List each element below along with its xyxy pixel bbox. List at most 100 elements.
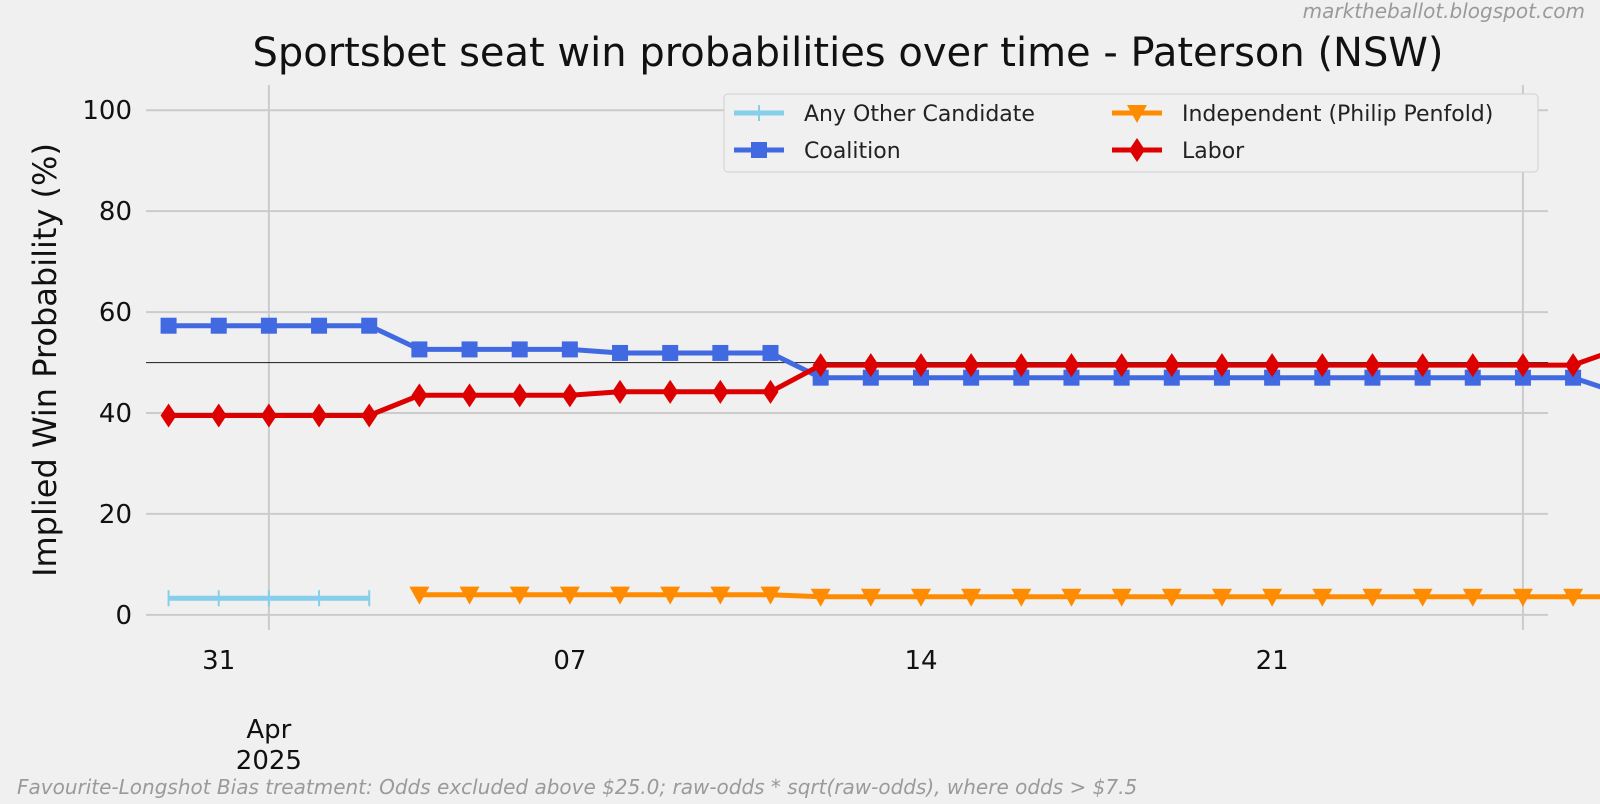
series-independent-philip-penfold: [409, 586, 1600, 607]
data-point: [1362, 588, 1383, 607]
legend-label: Independent (Philip Penfold): [1182, 102, 1493, 127]
data-point: [210, 403, 227, 428]
data-point: [1013, 369, 1030, 386]
data-point: [1262, 588, 1283, 607]
data-point: [1011, 588, 1032, 607]
data-point: [810, 588, 831, 607]
data-point: [1161, 588, 1182, 607]
data-point: [511, 383, 528, 408]
data-point: [910, 588, 931, 607]
y-axis-label: Implied Win Probability (%): [26, 143, 64, 577]
data-point: [1213, 369, 1230, 386]
data-point: [963, 369, 980, 386]
data-point: [1514, 369, 1531, 386]
data-point: [509, 586, 530, 605]
data-point: [361, 403, 378, 428]
series-any-other-candidate: [167, 590, 371, 607]
data-point: [1111, 588, 1132, 607]
chart-title: Sportsbet seat win probabilities over ti…: [252, 30, 1443, 76]
watermark: marktheballot.blogspot.com: [1303, 0, 1585, 23]
data-point: [963, 353, 980, 378]
legend-label: Any Other Candidate: [804, 102, 1035, 127]
legend-item: Any Other Candidate: [734, 102, 1035, 127]
data-point: [710, 586, 731, 605]
data-point: [459, 586, 480, 605]
data-point: [610, 586, 631, 605]
data-point: [160, 317, 177, 334]
data-point: [1412, 588, 1433, 607]
legend-swatch-marker: [751, 142, 767, 158]
y-tick-label: 0: [115, 601, 132, 631]
data-point: [712, 344, 729, 361]
data-point: [762, 379, 779, 404]
data-point: [1364, 369, 1381, 386]
x-tick-label: 14: [904, 646, 937, 676]
data-point: [612, 379, 629, 404]
data-point: [612, 344, 629, 361]
y-tick-label: 80: [99, 197, 132, 227]
data-point: [812, 353, 829, 378]
data-point: [1163, 369, 1180, 386]
y-tick-label: 40: [99, 399, 132, 429]
x-tick-label: 07: [553, 646, 586, 676]
data-point: [1063, 353, 1080, 378]
data-point: [1563, 588, 1584, 607]
data-point: [1514, 353, 1531, 378]
data-point: [1113, 369, 1130, 386]
legend-frame: [723, 93, 1539, 173]
data-point: [1565, 369, 1582, 386]
legend-swatch-marker: [1129, 138, 1145, 162]
data-point: [712, 379, 729, 404]
data-point: [1464, 353, 1481, 378]
plot-area: 02040608010031Apr20250714215344Any Other…: [82, 85, 1600, 776]
footnote: Favourite-Longshot Bias treatment: Odds …: [17, 775, 1137, 799]
legend-label: Coalition: [804, 139, 901, 164]
data-point: [1414, 353, 1431, 378]
data-point: [1462, 588, 1483, 607]
series-coalition: [160, 317, 1600, 390]
data-point: [1113, 353, 1130, 378]
data-point: [1264, 369, 1281, 386]
data-point: [409, 586, 430, 605]
data-point: [1512, 588, 1533, 607]
data-point: [361, 317, 378, 334]
x-tick-sublabel: 2025: [236, 746, 302, 776]
data-point: [812, 369, 829, 386]
legend-item: Labor: [1112, 138, 1245, 164]
data-point: [511, 341, 528, 358]
data-point: [1013, 353, 1030, 378]
data-point: [1464, 369, 1481, 386]
data-point: [961, 588, 982, 607]
data-point: [1364, 353, 1381, 378]
data-point: [1061, 588, 1082, 607]
x-tick-label: Apr: [246, 715, 291, 745]
data-point: [760, 586, 781, 605]
data-point: [912, 353, 929, 378]
data-point: [1211, 588, 1232, 607]
data-point: [1063, 369, 1080, 386]
data-point: [461, 383, 478, 408]
y-tick-label: 20: [99, 500, 132, 530]
data-point: [1565, 353, 1582, 378]
y-tick-label: 60: [99, 298, 132, 328]
data-point: [160, 403, 177, 428]
data-point: [411, 383, 428, 408]
data-point: [862, 369, 879, 386]
data-point: [559, 586, 580, 605]
data-point: [461, 341, 478, 358]
x-tick-label: 31: [202, 646, 235, 676]
data-point: [311, 317, 328, 334]
data-point: [1314, 353, 1331, 378]
data-point: [1213, 353, 1230, 378]
legend-item: Coalition: [734, 139, 901, 164]
data-point: [260, 403, 277, 428]
x-tick-label: 21: [1256, 646, 1289, 676]
data-point: [561, 383, 578, 408]
data-point: [862, 353, 879, 378]
data-point: [411, 341, 428, 358]
data-point: [1264, 353, 1281, 378]
legend-item: Independent (Philip Penfold): [1112, 102, 1493, 127]
data-point: [660, 586, 681, 605]
